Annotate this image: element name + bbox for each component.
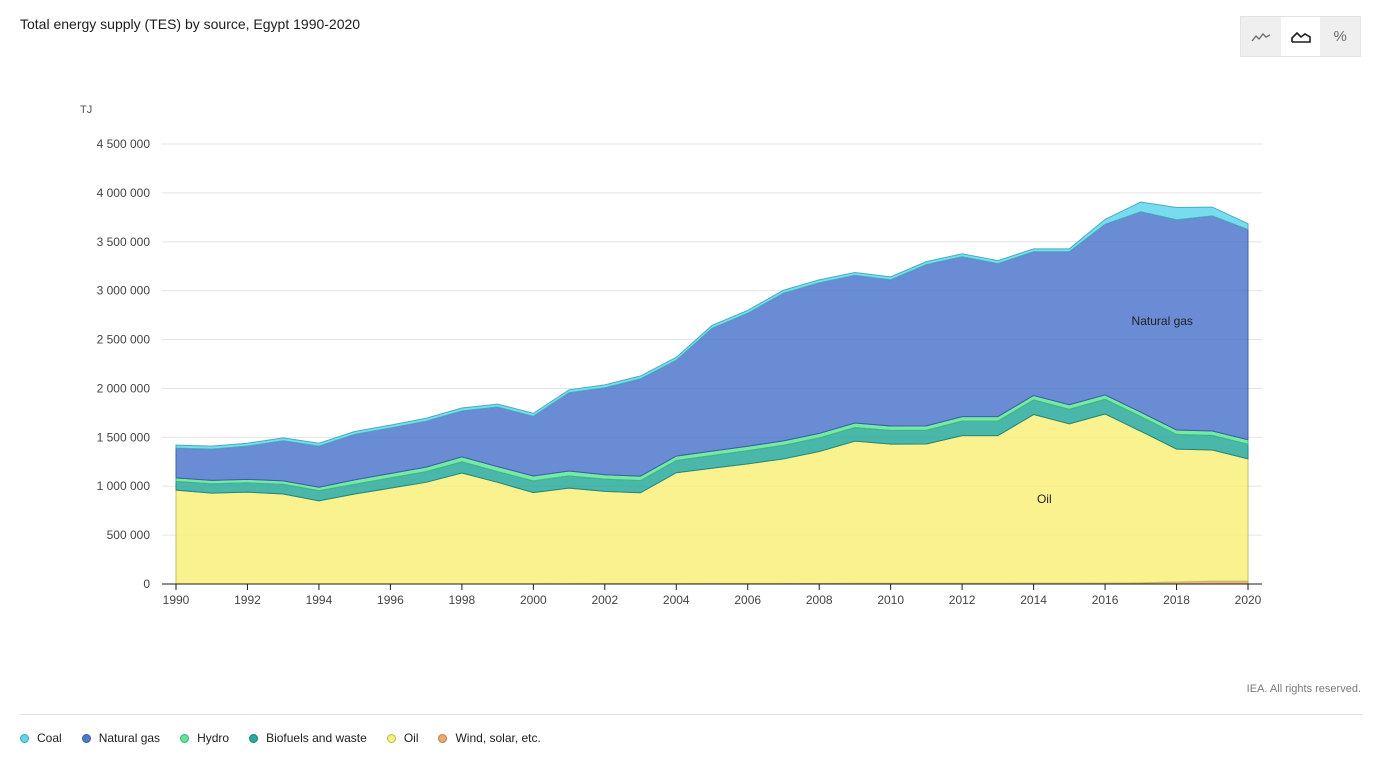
y-tick-label: 500 000 xyxy=(107,528,151,542)
area-view-button[interactable] xyxy=(1280,17,1321,56)
line-view-button[interactable] xyxy=(1241,17,1281,56)
x-tick-label: 2006 xyxy=(734,593,761,607)
x-tick-label: 2004 xyxy=(663,593,690,607)
legend-item-coal[interactable]: Coal xyxy=(20,731,62,745)
y-tick-label: 4 000 000 xyxy=(97,186,151,200)
x-tick-label: 2016 xyxy=(1092,593,1119,607)
legend-label: Oil xyxy=(403,731,419,745)
y-tick-label: 1 000 000 xyxy=(97,479,151,493)
x-tick-label: 2020 xyxy=(1235,593,1262,607)
x-tick-label: 1990 xyxy=(163,593,190,607)
legend-item-oil[interactable]: Oil xyxy=(386,731,419,745)
legend-item-hydro[interactable]: Hydro xyxy=(180,731,229,745)
wind-solar-legend-marker xyxy=(438,733,448,743)
x-tick-label: 1992 xyxy=(234,593,261,607)
percent-view-button[interactable]: % xyxy=(1320,17,1360,56)
series-areas xyxy=(175,201,1249,585)
percent-icon: % xyxy=(1333,28,1347,45)
y-unit-label: TJ xyxy=(80,104,92,116)
line-chart-icon xyxy=(1251,32,1271,41)
x-tick-label: 2018 xyxy=(1163,593,1190,607)
y-axis: 0 500 000 1 000 000 1 500 000 2 000 000 2 500… xyxy=(97,137,151,591)
legend-divider xyxy=(20,714,1363,715)
y-tick-label: 4 500 000 xyxy=(97,137,151,151)
series-annotations: Natural gas Oil xyxy=(1037,314,1193,506)
legend-item-biofuels[interactable]: Biofuels and waste xyxy=(249,731,367,745)
legend-label: Wind, solar, etc. xyxy=(455,731,541,745)
x-axis: 1990 1992 1994 1996 1998 2000 2002 2004 2006 2008… xyxy=(162,583,1262,607)
y-tick-label: 1 500 000 xyxy=(97,430,151,444)
series-annotation: Oil xyxy=(1037,492,1052,506)
coal-area[interactable] xyxy=(175,201,1249,450)
view-toggle-group: % xyxy=(1240,16,1361,57)
x-tick-label: 2000 xyxy=(520,593,547,607)
area-chart: 0 500 000 1 000 000 1 500 000 2 000 000 2 500… xyxy=(80,104,1262,607)
y-tick-label: 2 500 000 xyxy=(97,333,151,347)
x-tick-label: 2008 xyxy=(806,593,833,607)
legend-label: Coal xyxy=(37,731,62,745)
series-annotation: Natural gas xyxy=(1132,314,1193,328)
x-tick-label: 1996 xyxy=(377,593,404,607)
x-tick-label: 2012 xyxy=(949,593,976,607)
legend-item-natural-gas[interactable]: Natural gas xyxy=(81,731,161,745)
legend-label: Natural gas xyxy=(98,731,161,745)
y-tick-label: 0 xyxy=(143,577,150,591)
x-tick-label: 1994 xyxy=(306,593,333,607)
area-chart-icon xyxy=(1290,31,1311,43)
coal-legend-marker xyxy=(20,733,29,743)
y-tick-label: 3 500 000 xyxy=(97,235,151,249)
copyright-notice: IEA. All rights reserved. xyxy=(1246,683,1361,695)
natural-gas-legend-marker xyxy=(81,733,91,743)
x-tick-label: 2002 xyxy=(591,593,618,607)
y-tick-label: 3 000 000 xyxy=(97,284,151,298)
hydro-legend-marker xyxy=(180,733,190,743)
legend-label: Hydro xyxy=(197,731,230,745)
legend-item-wind-solar[interactable]: Wind, solar, etc. xyxy=(438,731,541,745)
y-tick-label: 2 000 000 xyxy=(97,381,151,395)
x-tick-label: 1998 xyxy=(449,593,476,607)
oil-legend-marker xyxy=(386,733,396,743)
x-tick-label: 2014 xyxy=(1020,593,1047,607)
legend: Coal Natural gas Hydro Biofuels and wast… xyxy=(20,731,561,745)
biofuels-legend-marker xyxy=(249,733,259,743)
x-tick-label: 2010 xyxy=(877,593,904,607)
legend-label: Biofuels and waste xyxy=(266,731,367,745)
chart-title: Total energy supply (TES) by source, Egy… xyxy=(20,16,361,32)
